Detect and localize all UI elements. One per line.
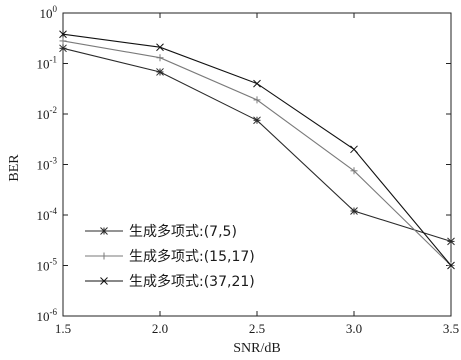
legend-label: 生成多项式:(7,5) (129, 223, 237, 240)
x-tick-label: 2.5 (249, 321, 265, 336)
data-point (100, 227, 108, 235)
data-point (253, 79, 261, 88)
legend-label: 生成多项式:(37,21) (129, 273, 255, 290)
series-2 (59, 37, 455, 269)
data-point (447, 261, 455, 270)
y-tick-label: 100 (40, 4, 58, 21)
data-point (350, 207, 358, 215)
data-point (59, 37, 67, 45)
series-line (62, 40, 452, 266)
series-line (62, 47, 452, 242)
data-point (156, 43, 164, 52)
x-tick-label: 3.0 (346, 321, 362, 336)
legend: 生成多项式:(7,5) 生成多项式:(15,17) 生成多项式:(37,21) (85, 223, 255, 290)
axis-ticks (62, 12, 452, 317)
data-point (253, 96, 261, 104)
y-tick-label: 10-2 (37, 105, 58, 122)
series-1 (59, 44, 455, 246)
y-tick-label: 10-5 (37, 257, 58, 274)
legend-entry: 生成多项式:(7,5) (85, 223, 237, 240)
y-tick-label: 10-1 (37, 55, 58, 72)
legend-entry: 生成多项式:(15,17) (85, 248, 255, 265)
y-tick-label: 10-6 (37, 307, 58, 324)
data-point (156, 68, 164, 76)
legend-entry: 生成多项式:(37,21) (85, 273, 255, 290)
data-point (59, 44, 67, 53)
legend-label: 生成多项式:(15,17) (129, 248, 255, 265)
data-point (100, 252, 108, 260)
data-point (253, 116, 261, 125)
data-point (100, 277, 108, 285)
plot-frame (62, 12, 452, 317)
x-tick-labels: 1.5 2.0 2.5 3.0 3.5 (55, 321, 459, 336)
data-point (350, 167, 358, 175)
data-point (350, 145, 358, 154)
y-tick-label: 10-4 (37, 206, 58, 223)
y-axis-title: BER (7, 154, 22, 182)
y-tick-label: 10-3 (37, 156, 58, 173)
x-axis-title: SNR/dB (233, 341, 280, 356)
y-tick-labels: 100 10-1 10-2 10-3 10-4 10-5 10-6 (37, 4, 58, 324)
x-tick-label: 3.5 (443, 321, 459, 336)
data-point (447, 237, 455, 246)
series-3 (59, 30, 455, 270)
x-tick-label: 2.0 (152, 321, 168, 336)
x-tick-label: 1.5 (55, 321, 71, 336)
data-point (59, 30, 67, 39)
data-point (156, 54, 164, 62)
series-group (59, 30, 455, 270)
